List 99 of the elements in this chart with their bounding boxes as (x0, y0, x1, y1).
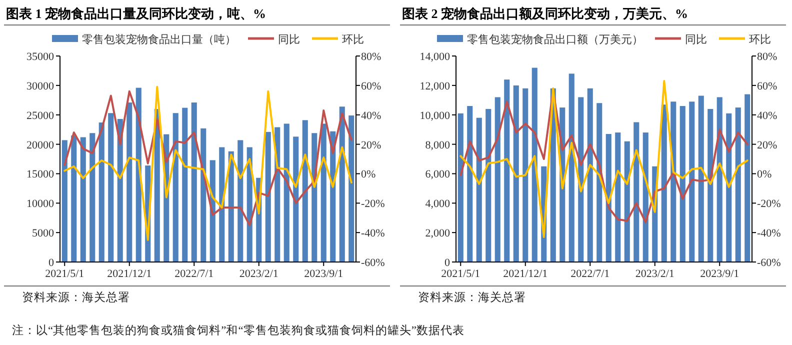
y-tick-label: 20000 (26, 139, 54, 152)
bar (513, 85, 519, 262)
y2-tick-label: 60% (757, 80, 778, 92)
bar (293, 136, 299, 262)
legend-label: 环比 (749, 33, 771, 46)
bar (504, 80, 510, 262)
bar (265, 132, 271, 262)
bar (80, 137, 86, 262)
chart-title: 图表 2 宠物食品出口额及同环比变动，万美元、% (402, 6, 688, 21)
bar (522, 88, 528, 262)
y-tick-label: 12,000 (420, 80, 450, 92)
y2-tick-label: 20% (361, 139, 382, 152)
x-tick-label: 2021/5/1 (45, 268, 84, 280)
y2-tick-label: -60% (757, 257, 781, 269)
chart-title: 图表 1 宠物食品出口量及同环比变动，吨、% (6, 6, 266, 21)
bar (71, 135, 77, 262)
y2-tick-label: 80% (361, 51, 382, 63)
x-tick-label: 2023/9/1 (700, 268, 740, 280)
bar (476, 118, 482, 262)
bar (716, 97, 722, 262)
y2-tick-label: 40% (757, 110, 778, 122)
bar (606, 134, 612, 262)
x-tick-label: 2023/9/1 (304, 268, 344, 280)
bar (62, 140, 68, 262)
y2-tick-label: -20% (361, 198, 385, 210)
y-tick-label: 8,000 (425, 139, 450, 152)
legend-label: 同比 (685, 33, 707, 46)
bar (532, 68, 538, 262)
bar (172, 113, 178, 262)
bar (228, 151, 234, 262)
bar (126, 102, 132, 262)
bar (689, 102, 695, 262)
y-tick-label: 5000 (32, 228, 54, 240)
bar (302, 120, 308, 262)
y-tick-label: 15000 (26, 168, 54, 181)
y2-tick-label: 20% (757, 139, 778, 152)
y-tick-label: 10000 (26, 198, 54, 210)
bar (735, 108, 741, 262)
y-tick-label: 25000 (26, 110, 54, 122)
y2-tick-label: -40% (757, 228, 781, 240)
x-tick-label: 2022/7/1 (174, 268, 214, 280)
bar (108, 113, 114, 262)
bar (708, 108, 714, 262)
y-tick-label: 35000 (26, 51, 54, 63)
bar (568, 74, 574, 262)
y2-tick-label: 80% (757, 51, 778, 63)
bar (320, 124, 326, 262)
bar (458, 113, 464, 262)
x-tick-label: 2021/5/1 (441, 268, 480, 280)
y-tick-label: 0 (444, 257, 450, 269)
y2-tick-label: 60% (361, 80, 382, 92)
bar (98, 122, 104, 262)
x-tick-label: 2021/12/1 (107, 268, 152, 280)
bar (587, 88, 593, 262)
y2-tick-label: -20% (757, 198, 781, 210)
bar (182, 108, 188, 262)
bar (494, 97, 500, 262)
bar (680, 106, 686, 262)
y2-tick-label: -60% (361, 257, 385, 269)
legend-label: 零售包装宠物食品出口量（吨） (82, 33, 236, 46)
bar (615, 132, 621, 262)
bar (661, 104, 667, 262)
y-tick-label: 14,000 (420, 51, 450, 63)
x-tick-label: 2023/2/1 (239, 268, 278, 280)
bar (191, 102, 197, 262)
bar (200, 128, 206, 262)
bar (624, 141, 630, 262)
bar (90, 133, 96, 262)
bar (596, 103, 602, 262)
bar (348, 115, 354, 262)
y-tick-label: 6,000 (425, 168, 450, 181)
bar (467, 106, 473, 262)
bar (284, 124, 290, 262)
bar (726, 113, 732, 262)
y-tick-label: 2,000 (425, 228, 450, 240)
x-tick-label: 2022/7/1 (570, 268, 610, 280)
bar (219, 147, 225, 262)
bar (744, 94, 750, 262)
y-tick-label: 30000 (26, 80, 54, 92)
bar (698, 96, 704, 262)
y-tick-label: 4,000 (425, 198, 450, 210)
bar (486, 108, 492, 262)
text: 资料来源：海关总署 (418, 290, 526, 304)
legend-label: 同比 (278, 33, 300, 46)
x-tick-label: 2021/12/1 (503, 268, 548, 280)
bar (238, 140, 244, 262)
y2-tick-label: 40% (361, 110, 382, 122)
x-tick-label: 2023/2/1 (635, 268, 674, 280)
y2-tick-label: 0% (361, 168, 376, 181)
bar (634, 122, 640, 262)
y2-tick-label: 0% (757, 168, 772, 181)
legend-label: 零售包装宠物食品出口额（万美元） (467, 33, 643, 46)
y-tick-label: 0 (48, 257, 54, 269)
y-tick-label: 10,000 (420, 110, 450, 122)
y2-tick-label: -40% (361, 228, 385, 240)
text: 注：以“其他零售包装的狗食或猫食饲料”和“零售包装狗食或猫食饲料的罐头”数据代表 (12, 323, 464, 337)
bar (578, 97, 584, 262)
text: 资料来源：海关总署 (22, 290, 130, 304)
legend-label: 环比 (342, 33, 364, 46)
